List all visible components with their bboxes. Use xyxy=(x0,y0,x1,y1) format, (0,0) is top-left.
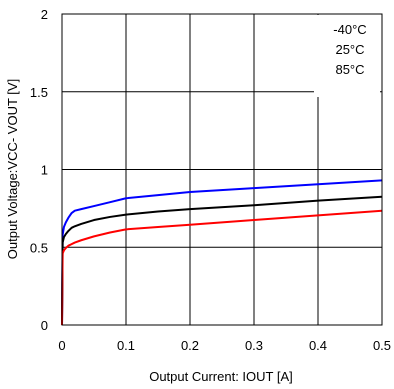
x-tick-label: 0.2 xyxy=(181,338,199,353)
y-tick-label: 2 xyxy=(41,7,48,22)
legend-entry: 85°C xyxy=(335,62,364,77)
legend: -40°C 25°C 85°C xyxy=(314,15,380,97)
x-tick-label: 0.1 xyxy=(117,338,135,353)
y-tick-label: 0 xyxy=(41,318,48,333)
series-line-0 xyxy=(61,179,383,326)
plot-frame xyxy=(61,13,383,326)
x-tick-labels: 0 0.1 0.2 0.3 0.4 0.5 xyxy=(58,338,391,353)
y-tick-label: 1.5 xyxy=(30,85,48,100)
series-line-1 xyxy=(61,195,383,326)
x-tick-label: 0.5 xyxy=(373,338,391,353)
legend-entry: 25°C xyxy=(335,42,364,57)
x-tick-label: 0.3 xyxy=(245,338,263,353)
x-tick-label: 0.4 xyxy=(309,338,327,353)
legend-entry: -40°C xyxy=(333,22,366,37)
y-tick-label: 1 xyxy=(41,163,48,178)
x-tick-label: 0 xyxy=(58,338,65,353)
y-axis-label: Output Voltage:VCC- VOUT [V] xyxy=(5,79,20,259)
y-tick-labels: 0 0.5 1 1.5 2 xyxy=(30,7,48,333)
y-tick-label: 0.5 xyxy=(30,240,48,255)
legend-background xyxy=(314,15,380,97)
x-axis-label: Output Current: IOUT [A] xyxy=(149,369,293,384)
series-line-2 xyxy=(61,209,383,326)
series-lines xyxy=(61,179,383,326)
